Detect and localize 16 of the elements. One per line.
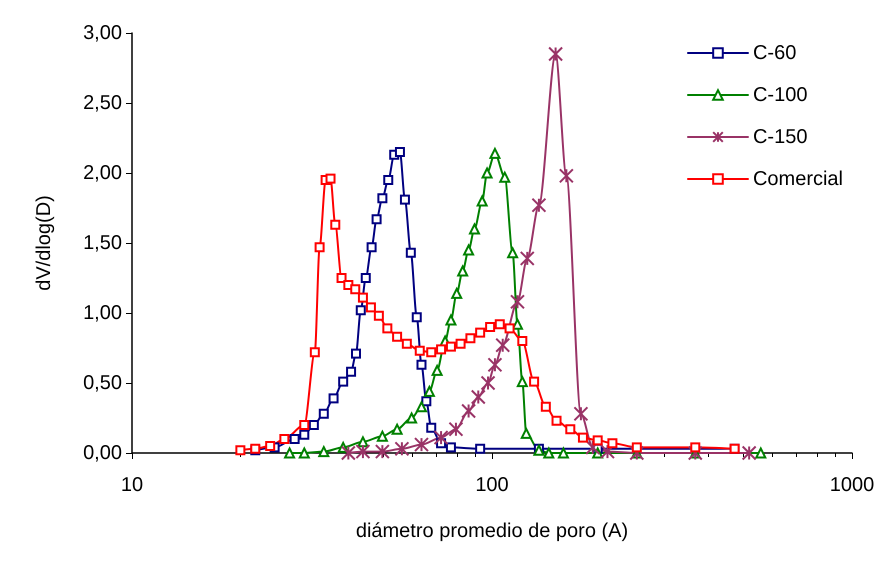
y-tick-label: 2,50: [83, 92, 122, 114]
y-tick-label: 3,00: [83, 22, 122, 44]
x-axis-title: diámetro promedio de poro (A): [356, 520, 628, 542]
legend-label: Comercial: [752, 168, 844, 190]
legend-label: C-60: [752, 42, 796, 64]
y-axis-title: dV/dlog(D): [33, 195, 55, 291]
y-tick-label: 1,00: [83, 302, 122, 324]
y-tick-label: 0,50: [83, 372, 122, 394]
x-tick-label: 100: [475, 474, 509, 496]
y-tick-label: 1,50: [83, 232, 122, 254]
x-tick-label: 10: [120, 474, 144, 496]
x-tick-label: 1000: [830, 474, 874, 496]
y-tick-label: 2,00: [83, 162, 122, 184]
legend-label: C-100: [752, 84, 808, 106]
y-tick-label: 0,00: [83, 442, 122, 464]
legend-label: C-150: [752, 126, 808, 148]
